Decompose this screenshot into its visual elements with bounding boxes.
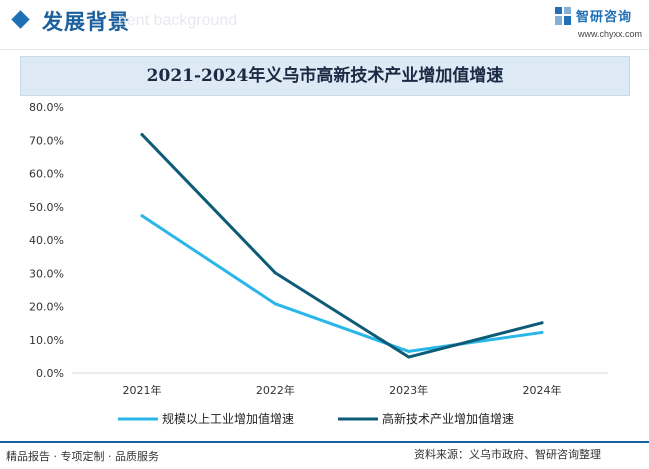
footer-tagline: 精品报告 · 专项定制 · 品质服务 — [6, 450, 159, 463]
section-title: 发展背景 — [42, 10, 130, 34]
x-tick-label: 2022年 — [256, 383, 295, 397]
y-tick-label: 40.0% — [29, 234, 64, 247]
series-2-point — [140, 133, 144, 137]
series-1-point — [407, 349, 411, 353]
y-tick-label: 30.0% — [29, 267, 64, 280]
page-header: 发展背景 nent background 智研咨询 www.chyxx.com — [0, 0, 649, 50]
y-tick-label: 50.0% — [29, 201, 64, 214]
chart-title-bar: 2021-2024年义乌市高新技术产业增加值增速 — [20, 56, 630, 96]
chart-title: 2021-2024年义乌市高新技术产业增加值增速 — [146, 66, 504, 86]
series-2-point — [540, 321, 544, 325]
section-subtitle: nent background — [118, 12, 238, 29]
series-1-point — [140, 214, 144, 218]
footer-source: 资料来源：义乌市政府、智研咨询整理 — [414, 448, 601, 461]
page-footer: 精品报告 · 专项定制 · 品质服务 资料来源：义乌市政府、智研咨询整理 — [0, 441, 649, 469]
y-tick-label: 80.0% — [29, 101, 64, 114]
y-tick-label: 20.0% — [29, 301, 64, 314]
series-2-point — [273, 271, 277, 275]
brand-url: www.chyxx.com — [578, 29, 643, 39]
y-tick-label: 0.0% — [36, 367, 64, 380]
footer-divider — [0, 441, 649, 443]
legend-label-2: 高新技术产业增加值增速 — [382, 411, 514, 426]
x-tick-label: 2021年 — [123, 383, 162, 397]
header-divider — [0, 49, 649, 50]
brand-logo: 智研咨询 www.chyxx.com — [548, 5, 646, 45]
y-tick-label: 10.0% — [29, 334, 64, 347]
series-line-1 — [140, 214, 544, 353]
series-2-point — [407, 355, 411, 359]
series-line-2 — [140, 133, 544, 359]
legend-label-1: 规模以上工业增加值增速 — [162, 411, 294, 426]
brand-logo-icon — [555, 7, 571, 25]
series-1-point — [540, 330, 544, 334]
x-tick-label: 2023年 — [389, 383, 428, 397]
y-tick-label: 70.0% — [29, 134, 64, 147]
series-1-point — [273, 302, 277, 306]
brand-logo-text: 智研咨询 — [576, 10, 633, 25]
x-tick-label: 2024年 — [523, 383, 562, 397]
y-tick-label: 60.0% — [29, 168, 64, 181]
